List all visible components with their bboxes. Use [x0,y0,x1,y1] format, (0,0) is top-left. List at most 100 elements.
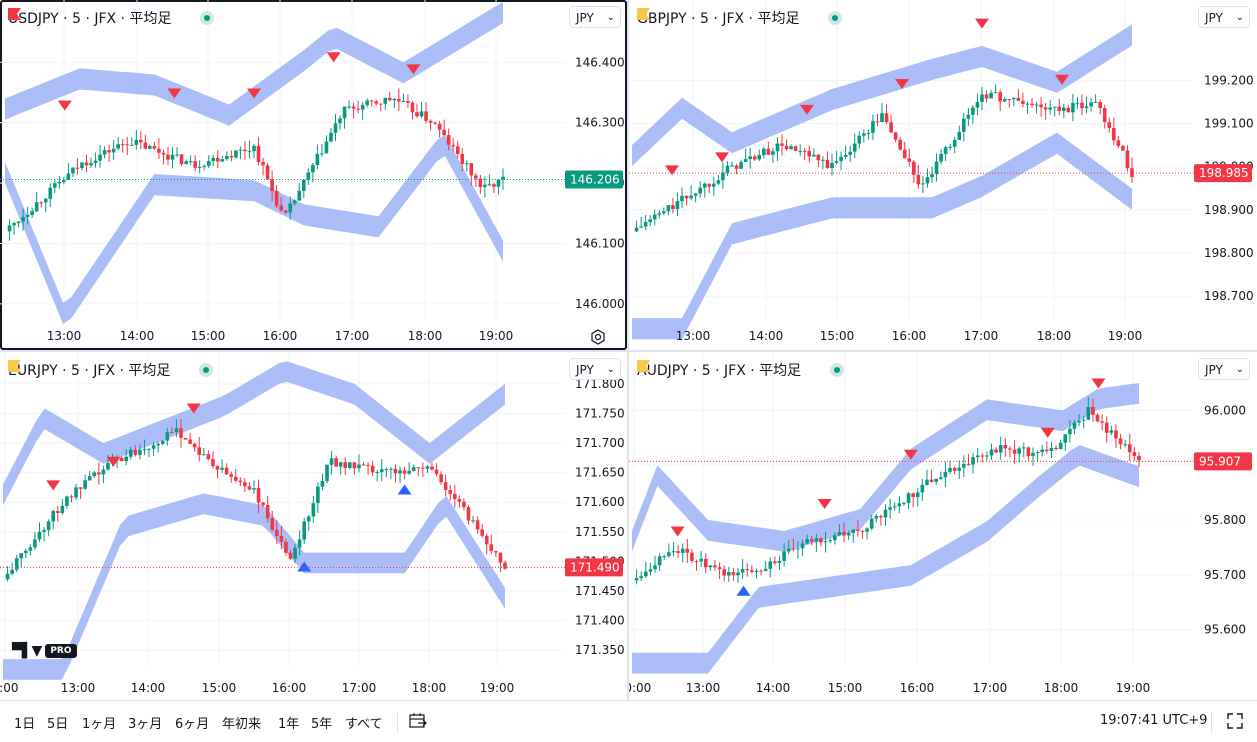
candle-body [1091,406,1095,415]
candle-body [1049,447,1054,451]
candle-body [1130,168,1134,178]
candle-body [911,493,915,497]
candle-body [320,153,324,155]
candle-body [16,221,21,224]
range-all[interactable]: すべて [345,717,383,732]
range-ytd[interactable]: 年初来 [222,717,262,732]
price-chart[interactable]: 199.200199.100199.000198.900198.800198.7… [629,0,1257,350]
candle-body [856,529,860,531]
candle-body [748,156,752,160]
symbol-title[interactable]: GBPJPY · 5 · JFX · 平均足 [637,11,800,27]
candle-body [1021,447,1026,449]
candle-body [134,139,139,145]
range-1m[interactable]: 1ヶ月 [82,717,117,732]
candle-body [247,486,252,490]
range-1d[interactable]: 1日 [14,717,36,732]
sell-signal-marker [670,526,685,537]
range-5d[interactable]: 5日 [47,717,69,732]
candle-body [383,97,388,104]
currency-selector[interactable]: JPY ⌄ [569,6,621,28]
price-tick-label: 146.400 [575,55,625,69]
flag-icon[interactable] [637,8,820,24]
range-1y[interactable]: 1年 [278,717,300,732]
pane-divider-horizontal[interactable] [0,350,1257,352]
price-tick-label: 95.600 [1204,623,1246,637]
range-5y[interactable]: 5年 [311,717,333,732]
currency-selector[interactable]: JPY ⌄ [1198,6,1250,28]
candle-body [666,205,671,212]
chart-pane-gbpjpy[interactable]: GBPJPY · 5 · JFX · 平均足 JPY ⌄ 199.200 199.1… [629,0,1257,350]
candle-body [170,432,174,434]
chart-title[interactable]: GBPJPY · 5 · JFX · 平均足 [637,8,843,28]
candle-body [342,106,347,119]
clock-time[interactable]: 19:07:41 UTC+9 [1100,713,1208,728]
candle-body [243,149,247,152]
candle-body [684,195,689,199]
candle-body [247,151,252,153]
candle-body [814,538,819,542]
candle-body [943,471,948,478]
flag-icon[interactable] [637,360,822,376]
flag-icon[interactable] [8,8,192,24]
candle-body [430,466,434,470]
candle-body [347,106,351,108]
candle-body [703,558,708,568]
currency-selector[interactable]: JPY ⌄ [569,358,621,380]
candle-body [469,163,474,176]
chart-pane-eurjpy[interactable]: EURJPY · 5 · JFX · 平均足 JPY ⌄ 171.800 171.7… [0,352,627,700]
candle-body [734,165,739,169]
candle-body [389,468,393,470]
symbol-title[interactable]: USDJPY · 5 · JFX · 平均足 [8,11,172,27]
candle-body [211,157,216,162]
time-tick-label: 19:00 [479,329,514,343]
candle-body [501,176,505,180]
price-tick-label: 171.800 [575,377,625,391]
chart-pane-audjpy[interactable]: AUDJPY · 5 · JFX · 平均足 JPY ⌄ 96.00095.900… [629,352,1257,700]
price-tick-label: 171.450 [575,584,625,598]
sell-signal-marker [46,480,61,491]
candle-body [805,539,809,544]
symbol-title[interactable]: AUDJPY · 5 · JFX · 平均足 [637,363,802,379]
candle-body [446,135,451,145]
chart-title[interactable]: EURJPY · 5 · JFX · 平均足 [8,360,214,380]
flag-icon[interactable] [8,360,191,376]
candle-body [419,111,424,117]
symbol-title[interactable]: EURJPY · 5 · JFX · 平均足 [8,363,171,379]
lower-band [5,134,503,324]
currency-selector[interactable]: JPY ⌄ [1198,358,1250,380]
candle-body [270,518,275,530]
price-chart[interactable]: 146.400146.300146.200146.100146.000146.2… [0,0,627,350]
candle-body [1072,422,1077,429]
chart-title[interactable]: USDJPY · 5 · JFX · 平均足 [8,8,215,28]
candle-body [884,113,889,123]
toolbar-separator [1211,711,1212,733]
candle-body [757,155,762,160]
price-chart[interactable]: 96.00095.90095.80095.70095.60095.90700:0… [629,352,1257,700]
time-tick-label: 14:00 [749,329,784,343]
candle-body [657,556,662,566]
range-6m[interactable]: 6ヶ月 [175,717,210,732]
range-3m[interactable]: 3ヶ月 [128,717,163,732]
candle-body [667,552,671,557]
candle-body [147,448,151,450]
chart-title[interactable]: AUDJPY · 5 · JFX · 平均足 [637,360,845,380]
candle-body [952,139,957,147]
candle-body [84,162,89,166]
candle-body [837,532,842,536]
candle-body [453,493,457,500]
price-chart[interactable]: 171.800 171.750 171.700 171.650 171.600 171.5… [0,352,627,700]
candle-body [707,183,712,187]
candle-body [780,143,784,146]
settings-gear-icon[interactable] [590,329,606,345]
tradingview-logo[interactable]: ▀▌▼ PRO [12,643,77,659]
chart-pane-usdjpy[interactable]: USDJPY · 5 · JFX · 平均足 JPY ⌄ 146.400 146.3… [0,0,627,350]
candle-body [652,214,657,220]
candle-body [775,143,780,152]
time-tick-label: 16:00 [900,681,935,695]
candle-body [1077,420,1081,423]
current-price-label: 171.490 [570,560,620,574]
price-tick-label: 198.800 [1204,246,1254,260]
candle-body [833,535,837,541]
candle-body [98,154,102,161]
candle-body [1080,102,1084,109]
